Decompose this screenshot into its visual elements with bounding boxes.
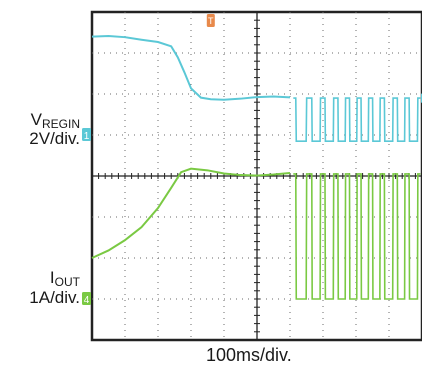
svg-text:4: 4: [84, 295, 90, 306]
x-axis-label: 100ms/div.: [206, 345, 292, 365]
vregin-label: VREGIN: [30, 110, 80, 131]
iout-trace: [91, 167, 291, 259]
iout-scale-label: 1A/div.: [29, 288, 80, 307]
iout-pulse-train: [293, 173, 421, 300]
vregin-trace: [91, 35, 291, 101]
iout-label: IOUT: [49, 268, 80, 289]
svg-text:1: 1: [84, 131, 90, 142]
trigger-marker: T: [206, 14, 215, 27]
svg-text:T: T: [208, 16, 214, 26]
vregin-scale-label: 2V/div.: [29, 129, 80, 148]
channel-1-marker: 1: [82, 128, 91, 142]
channel-4-marker: 4: [82, 292, 91, 306]
vregin-pulse-train: [293, 97, 421, 142]
